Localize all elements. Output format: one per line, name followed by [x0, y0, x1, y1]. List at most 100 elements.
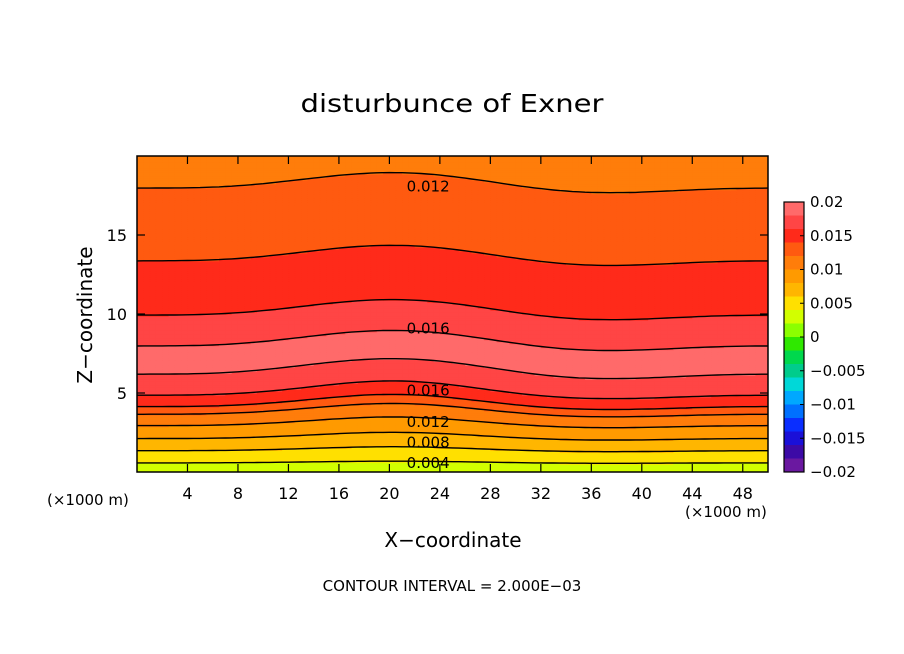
heatmap-cell [673, 393, 681, 396]
heatmap-cell [326, 410, 334, 414]
heatmap-cell [679, 408, 687, 412]
heatmap-cell [439, 438, 447, 441]
heatmap-cell [383, 464, 390, 467]
heatmap-cell [528, 464, 536, 467]
heatmap-cell [439, 418, 447, 422]
heatmap-cell [465, 454, 473, 457]
heatmap-cell [307, 408, 315, 412]
heatmap-cell [263, 446, 271, 449]
heatmap-cell [149, 398, 157, 402]
heatmap-cell [383, 458, 390, 461]
heatmap-cell [484, 375, 491, 378]
heatmap-cell [433, 420, 441, 424]
heatmap-cell [641, 379, 649, 382]
heatmap-cell [174, 426, 182, 430]
heatmap-cell [484, 470, 491, 472]
heatmap-cell [616, 430, 624, 434]
heatmap-cell [244, 438, 252, 441]
heatmap-cell [566, 446, 573, 449]
heatmap-cell [408, 434, 416, 438]
heatmap-cell [237, 432, 245, 436]
heatmap-cell [383, 444, 390, 447]
heatmap-cell [187, 373, 195, 376]
heatmap-cell [307, 416, 315, 420]
heatmap-cell [528, 381, 536, 384]
heatmap-cell [313, 470, 321, 472]
heatmap-cell [704, 393, 712, 396]
heatmap-cell [673, 408, 681, 412]
heatmap-cell [458, 381, 466, 384]
heatmap-cell [206, 402, 214, 406]
heatmap-cell [660, 428, 668, 432]
heatmap-cell [143, 391, 151, 394]
heatmap-cell [206, 422, 214, 426]
heatmap-cell [294, 373, 302, 376]
heatmap-cell [515, 402, 523, 406]
heatmap-cell [351, 400, 359, 404]
heatmap-cell [244, 464, 252, 467]
heatmap-cell [420, 420, 428, 424]
heatmap-cell [420, 379, 428, 382]
heatmap-cell [395, 452, 403, 455]
heatmap-cell [288, 414, 296, 418]
heatmap-cell [528, 394, 536, 398]
heatmap-cell [597, 436, 605, 440]
heatmap-cell [566, 394, 573, 398]
heatmap-cell [610, 375, 618, 378]
heatmap-cell [654, 375, 662, 378]
heatmap-cell [427, 424, 435, 428]
heatmap-cell [376, 440, 384, 443]
heatmap-cell [168, 450, 176, 453]
heatmap-cell [307, 466, 315, 469]
heatmap-cell [326, 402, 334, 406]
heatmap-cell [294, 456, 302, 459]
heatmap-cell [490, 444, 498, 447]
heatmap-cell [338, 452, 346, 455]
heatmap-cell [137, 387, 144, 390]
heatmap-cell [559, 402, 567, 406]
heatmap-cell [446, 444, 454, 447]
heatmap-cell [212, 466, 220, 469]
heatmap-cell [319, 412, 327, 416]
heatmap-cell [244, 420, 252, 424]
heatmap-cell [704, 412, 712, 416]
heatmap-cell [484, 428, 491, 432]
heatmap-cell [149, 383, 157, 386]
heatmap-cell [313, 400, 321, 404]
heatmap-cell [263, 375, 271, 378]
heatmap-cell [585, 385, 592, 388]
heatmap-cell [755, 464, 763, 467]
heatmap-cell [294, 448, 302, 451]
heatmap-cell [357, 391, 365, 394]
heatmap-cell [332, 438, 340, 441]
heatmap-cell [395, 410, 403, 414]
heatmap-cell [174, 416, 182, 420]
heatmap-cell [155, 400, 163, 404]
heatmap-cell [465, 410, 473, 414]
heatmap-cell [471, 448, 479, 451]
heatmap-cell [711, 400, 719, 404]
heatmap-cell [395, 468, 403, 471]
heatmap-cell [490, 454, 498, 457]
heatmap-cell [679, 381, 687, 384]
heatmap-cell [414, 444, 422, 447]
heatmap-cell [219, 430, 226, 434]
heatmap-cell [559, 416, 567, 420]
heatmap-cell [282, 377, 290, 380]
heatmap-cell [685, 460, 693, 463]
heatmap-cell [301, 418, 308, 422]
heatmap-cell [181, 420, 189, 424]
heatmap-cell [137, 444, 144, 447]
heatmap-cell [263, 438, 271, 441]
heatmap-cell [660, 444, 668, 447]
heatmap-cell [420, 377, 428, 380]
heatmap-cell [622, 387, 630, 390]
heatmap-cell [269, 379, 277, 382]
heatmap-cell [288, 400, 296, 404]
heatmap-cell [427, 389, 435, 392]
heatmap-cell [345, 434, 353, 438]
heatmap-cell [761, 375, 768, 378]
heatmap-cell [547, 400, 555, 404]
heatmap-cell [332, 396, 340, 400]
heatmap-cell [692, 448, 700, 451]
